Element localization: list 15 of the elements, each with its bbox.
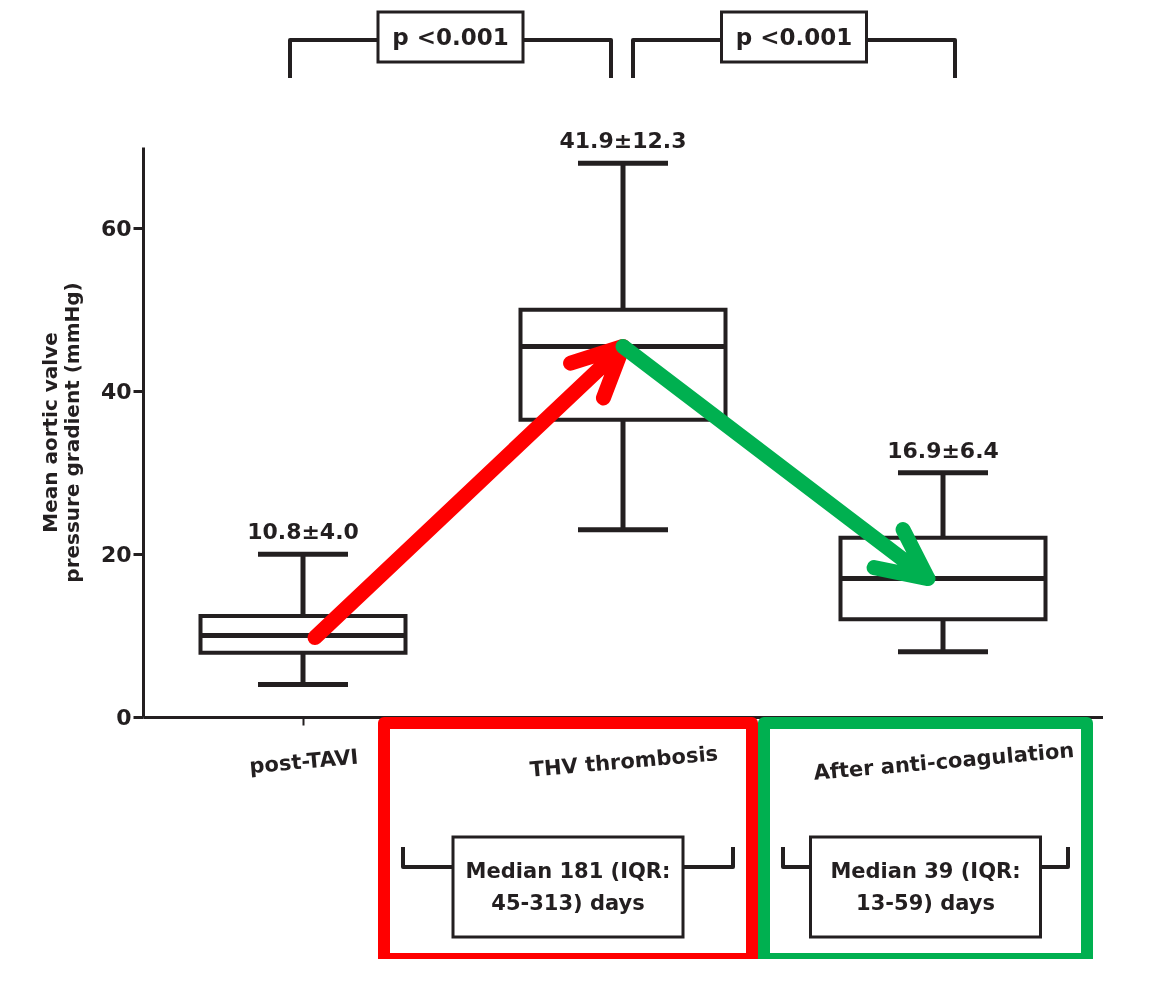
x-tick-label: THV thrombosis [528, 741, 719, 782]
text: Median 39 (IQR: 13-59) days [830, 859, 1021, 915]
x-tick-label: post-TAVI [248, 744, 360, 779]
text: p <0.001 [392, 24, 509, 50]
x-tick-label: After anti-coagulation [812, 738, 1076, 785]
annotation: 41.9±12.3 [559, 128, 687, 154]
y-tick-label: 60 [100, 215, 132, 241]
text: Median 181 (IQR: 45-313) days [465, 859, 671, 915]
text: p <0.001 [735, 24, 853, 50]
annotation: 10.8±4.0 [247, 519, 359, 545]
y-tick-label: 20 [100, 541, 132, 567]
y-axis-title: Mean aortic valve pressure gradient (mmHg) [37, 282, 84, 583]
y-tick-label: 40 [100, 378, 132, 404]
annotation: 16.9±6.4 [887, 437, 999, 463]
y-tick-label: 0 [116, 704, 132, 730]
